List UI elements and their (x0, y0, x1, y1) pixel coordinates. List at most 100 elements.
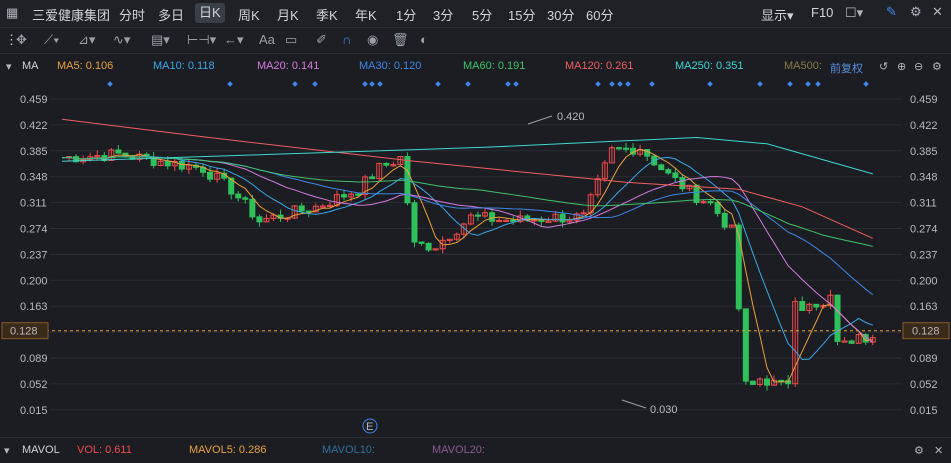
candle-body (679, 177, 686, 190)
y-tick-label-right: 0.459 (910, 94, 938, 106)
tab-1min[interactable]: 1分 (396, 8, 417, 23)
f10-button[interactable]: F10 (811, 5, 834, 20)
eye-icon[interactable]: ◉ (367, 32, 379, 47)
candlestick-chart[interactable]: 0.459 0.459 0.422 0.422 0.385 0.385 0.348 0.348… (0, 78, 951, 436)
tab-quarterly-k[interactable]: 季K (316, 8, 338, 23)
candle-body (615, 147, 622, 150)
tab-60min[interactable]: 60分 (586, 8, 614, 23)
volume-legend-bar: ▾ MAVOL VOL: 0.611 MAVOL5: 0.286 MAVOL10… (0, 437, 951, 463)
candle-body (467, 214, 474, 225)
settings-icon[interactable]: ⚙ (910, 4, 922, 19)
trash-icon[interactable]: 🗑 (392, 32, 409, 47)
candle-body (418, 241, 425, 244)
tab-multiday[interactable]: 多日 (158, 8, 185, 23)
collapse-icon[interactable]: ▾ (6, 61, 12, 73)
crosshair-tool-icon[interactable]: ✥ (16, 32, 27, 47)
checkbox-icon[interactable]: ☐▾ (845, 5, 864, 20)
arrow-tool-icon[interactable]: ←▾ (224, 32, 244, 47)
y-tick-label-right: 0.089 (910, 353, 938, 365)
event-marker (617, 81, 623, 87)
display-dropdown[interactable]: 显示▾ (761, 8, 794, 23)
stock-name[interactable]: 三爱健康集团 (32, 8, 111, 23)
channel-tool-icon[interactable]: ⊿▾ (78, 32, 96, 47)
candle-body (312, 205, 319, 213)
tab-30min[interactable]: 30分 (547, 8, 575, 23)
tab-daily-k[interactable]: 日K (195, 3, 225, 23)
candle-body (841, 340, 848, 343)
y-tick-label-right: 0.311 (910, 198, 937, 210)
event-marker (707, 81, 713, 87)
candle-body (453, 233, 460, 240)
ma500-label: MA500: (784, 60, 822, 72)
event-marker (465, 81, 471, 87)
tab-timeshare[interactable]: 分时 (119, 8, 146, 23)
event-marker (649, 81, 655, 87)
eraser-icon[interactable]: ✐ (316, 32, 327, 47)
comment-tool-icon[interactable]: ▭ (285, 32, 298, 47)
measure-tool-icon[interactable]: ⊢⊣▾ (187, 32, 217, 47)
candle-body (228, 177, 235, 195)
tab-3min[interactable]: 3分 (433, 8, 454, 23)
tab-yearly-k[interactable]: 年K (355, 8, 377, 23)
candle-body (721, 212, 728, 228)
candle-body (474, 214, 481, 217)
vol-close-icon[interactable]: ✕ (934, 445, 944, 457)
remove-indicator-icon[interactable]: ⊖ (914, 61, 924, 73)
fib-tool-icon[interactable]: ▤▾ (151, 32, 170, 47)
event-marker (863, 81, 869, 87)
y-tick-label-left: 0.459 (20, 94, 48, 106)
candle-body (601, 162, 608, 180)
candle-body (658, 164, 665, 171)
ma120-label: MA120: 0.261 (565, 60, 634, 72)
toggle-icon[interactable]: ◐ (420, 32, 428, 47)
candle-body (326, 204, 333, 208)
candle-body (764, 378, 770, 386)
candle-body (319, 205, 326, 208)
candle-body (383, 162, 390, 166)
candle-body (482, 212, 488, 217)
text-tool[interactable]: Aa (259, 32, 275, 47)
y-tick-label-right: 0.237 (910, 249, 938, 261)
ma-title: MA (22, 60, 39, 72)
pen-icon[interactable]: ✎ (886, 4, 897, 19)
tab-weekly-k[interactable]: 周K (238, 8, 260, 23)
y-tick-label-left: 0.348 (20, 172, 48, 184)
chart-svg[interactable]: 0.459 0.459 0.422 0.422 0.385 0.385 0.348 0.348… (0, 78, 951, 436)
settings-small-icon[interactable]: ⚙ (932, 61, 942, 73)
event-marker (435, 81, 441, 87)
candle-body (771, 379, 778, 386)
tab-15min[interactable]: 15分 (508, 8, 536, 23)
current-price-tag-left (1, 322, 49, 340)
close-icon[interactable]: ✕ (932, 4, 943, 19)
candle-body (305, 210, 312, 213)
magnet-icon[interactable]: ∩ (342, 32, 352, 47)
candle-body (714, 201, 721, 214)
vol-settings-icon[interactable]: ⚙ (914, 445, 924, 457)
candle-body (115, 149, 122, 154)
candle-body (672, 172, 679, 179)
tab-5min[interactable]: 5分 (472, 8, 493, 23)
y-tick-label-left: 0.089 (20, 353, 48, 365)
candle-body (164, 160, 171, 167)
line-tool-icon[interactable]: ⟋▾ (44, 32, 60, 47)
adjust-mode[interactable]: 前复权 (830, 63, 863, 75)
y-tick-label-right: 0.274 (910, 224, 938, 236)
top-bar: ▦ 三爱健康集团 分时 多日 日K 周K 月K 季K 年K 1分 3分 5分 1… (0, 0, 951, 28)
ma-line-ma30 (61, 156, 874, 296)
y-tick-label-right: 0.422 (910, 120, 938, 132)
add-indicator-icon[interactable]: ⊕ (897, 61, 907, 73)
y-tick-label-left: 0.422 (20, 120, 48, 132)
candle-body (157, 160, 164, 166)
ma60-label: MA60: 0.191 (463, 60, 526, 72)
wave-tool-icon[interactable]: ∿▾ (113, 32, 131, 47)
candle-body (707, 201, 714, 204)
reset-icon[interactable]: ↺ (879, 61, 889, 73)
current-price-label-right: 0.128 (912, 326, 940, 338)
collapse-vol-icon[interactable]: ▾ (4, 445, 10, 457)
grid-menu-icon[interactable]: ▦ (6, 5, 19, 20)
candle-body (510, 219, 517, 223)
tab-monthly-k[interactable]: 月K (277, 8, 299, 23)
candle-body (291, 205, 298, 219)
low-annotation-leader (621, 399, 647, 409)
current-price-label-left: 0.128 (10, 326, 38, 338)
